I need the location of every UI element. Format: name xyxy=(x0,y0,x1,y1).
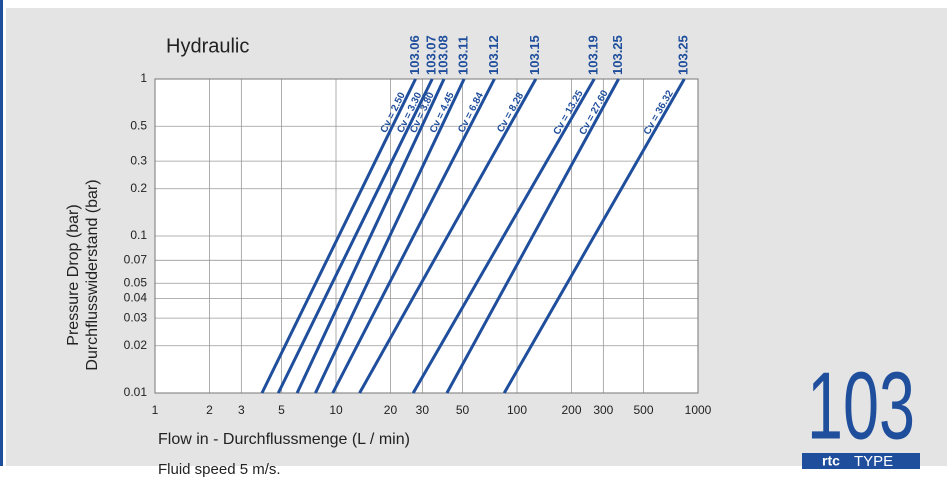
y-tick-label: 0.01 xyxy=(124,385,148,399)
plot-frame xyxy=(154,78,699,394)
series-name: 103.12 xyxy=(486,35,501,75)
x-tick-label: 30 xyxy=(416,403,430,417)
x-tick-label: 5 xyxy=(278,403,285,417)
series-line xyxy=(260,78,417,394)
side-bar xyxy=(0,0,3,466)
series-name: 103.19 xyxy=(586,35,601,75)
series-name: 103.11 xyxy=(456,36,471,75)
chart-title: Hydraulic xyxy=(166,35,249,57)
series-line xyxy=(314,78,466,394)
y-tick-label: 0.1 xyxy=(130,228,147,242)
x-tick-label: 2 xyxy=(206,403,213,417)
y-tick-label: 0.3 xyxy=(130,153,147,167)
x-tick-label: 200 xyxy=(561,403,581,417)
series-line xyxy=(445,78,620,394)
y-tick-label: 0.03 xyxy=(124,310,148,324)
y-tick-label: 0.07 xyxy=(124,252,148,266)
series-name: 103.15 xyxy=(527,35,542,75)
series-line xyxy=(295,78,446,394)
y-tick-label: 0.04 xyxy=(124,291,148,305)
x-tick-label: 500 xyxy=(633,403,653,417)
logo-word: TYPE xyxy=(854,453,893,470)
series-name: 103.07 xyxy=(424,35,439,75)
series-line xyxy=(331,78,496,394)
y-axis-label: Durchflusswiderstand (bar) xyxy=(84,179,101,370)
y-tick-label: 1 xyxy=(140,71,147,85)
series-name: 103.25 xyxy=(676,35,691,75)
logo-brand: rtc xyxy=(822,453,840,469)
y-tick-label: 0.5 xyxy=(130,118,147,132)
x-tick-label: 50 xyxy=(456,403,470,417)
series-line xyxy=(358,78,538,394)
series-line xyxy=(411,78,596,394)
series-line xyxy=(276,78,434,394)
y-tick-label: 0.05 xyxy=(124,275,148,289)
note: Fluid speed 5 m/s. xyxy=(158,461,281,478)
logo-bar xyxy=(802,453,920,469)
x-tick-label: 1 xyxy=(152,403,159,417)
series-name: 103.06 xyxy=(407,35,422,75)
y-tick-label: 0.2 xyxy=(130,181,147,195)
y-tick-label: 0.02 xyxy=(124,338,148,352)
x-tick-label: 10 xyxy=(329,403,343,417)
x-tick-label: 300 xyxy=(593,403,613,417)
y-axis-label: Pressure Drop (bar) xyxy=(65,204,82,345)
series-name: 103.08 xyxy=(435,35,450,75)
x-tick-label: 100 xyxy=(507,403,527,417)
series-name: 103.25 xyxy=(610,35,625,75)
x-tick-label: 20 xyxy=(384,403,398,417)
series-line xyxy=(502,78,686,394)
x-axis-label: Flow in - Durchflussmenge (L / min) xyxy=(158,431,410,448)
logo-number: 103 xyxy=(807,352,915,459)
x-tick-label: 3 xyxy=(238,403,245,417)
x-tick-label: 1000 xyxy=(685,403,712,417)
